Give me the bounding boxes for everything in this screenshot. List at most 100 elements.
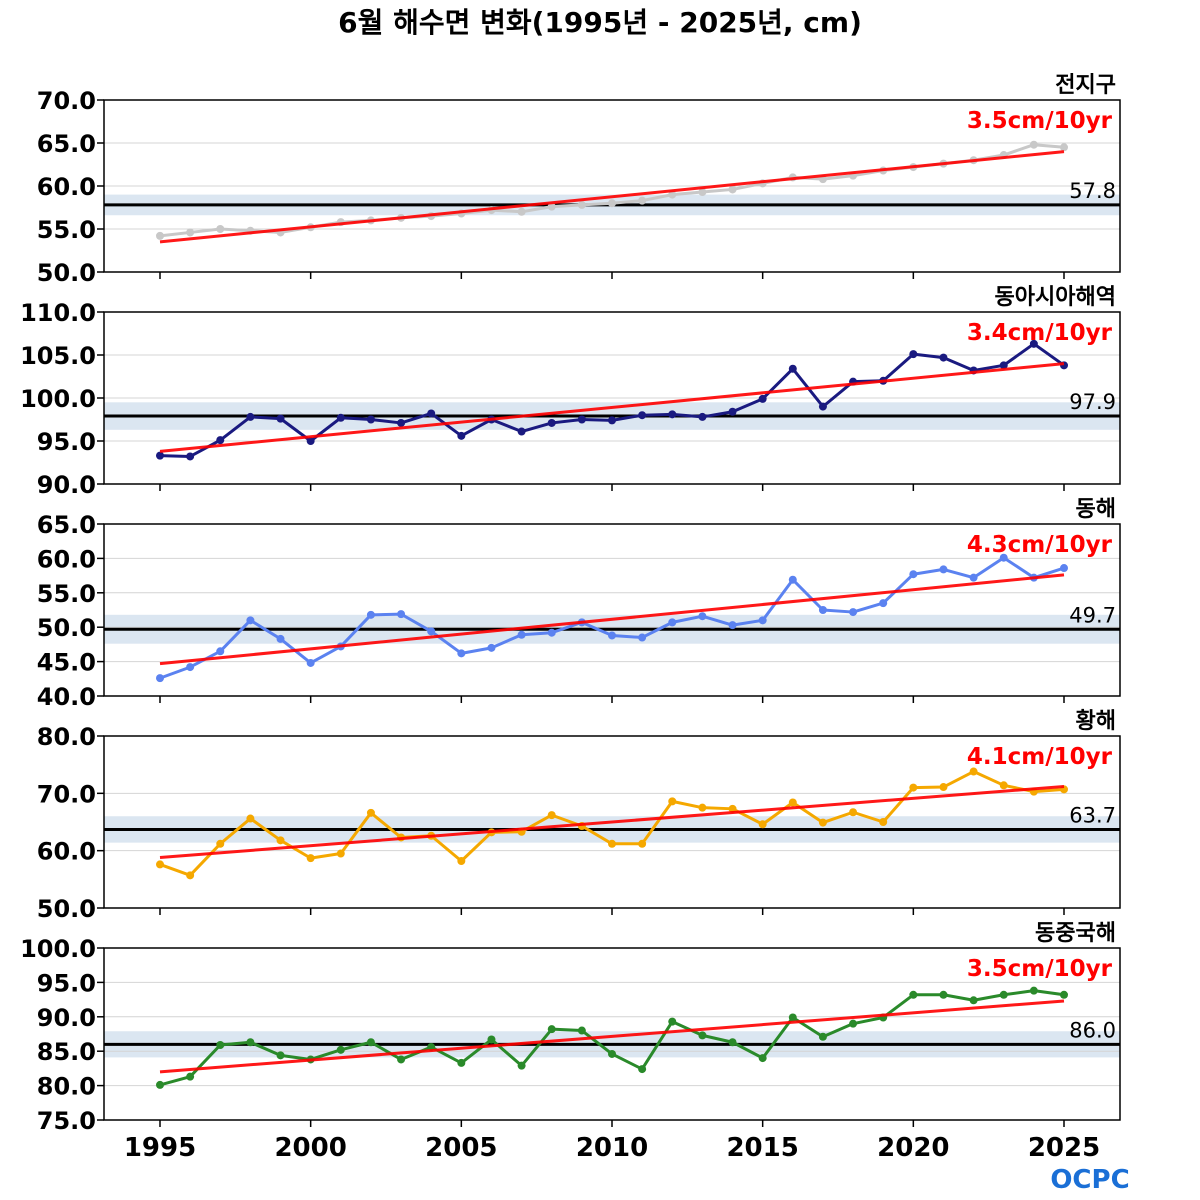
data-point bbox=[517, 1061, 526, 1070]
x-tick-label: 2010 bbox=[576, 1133, 648, 1163]
data-point bbox=[427, 409, 436, 418]
data-point bbox=[216, 1041, 225, 1050]
data-point bbox=[608, 199, 616, 208]
data-point bbox=[547, 1025, 556, 1034]
y-tick-label: 100.0 bbox=[20, 935, 96, 963]
data-point bbox=[668, 797, 677, 806]
data-point bbox=[728, 804, 737, 813]
region-label: 전지구 bbox=[1055, 73, 1116, 98]
data-point bbox=[1029, 140, 1038, 149]
data-point bbox=[758, 616, 767, 625]
data-point bbox=[999, 990, 1008, 999]
trend-rate-label: 3.5cm/10yr bbox=[967, 108, 1113, 134]
data-point bbox=[276, 1051, 285, 1060]
data-point bbox=[758, 394, 767, 403]
data-point bbox=[246, 814, 255, 823]
data-point bbox=[186, 663, 195, 672]
y-tick-label: 60.0 bbox=[37, 838, 96, 866]
data-point bbox=[366, 1038, 375, 1047]
mean-value-label: 49.7 bbox=[1069, 603, 1116, 627]
y-tick-label: 80.0 bbox=[37, 1073, 96, 1101]
data-point bbox=[1029, 986, 1038, 995]
data-point bbox=[608, 839, 616, 848]
data-point bbox=[216, 839, 225, 848]
y-tick-label: 50.0 bbox=[37, 614, 96, 642]
y-tick-label: 90.0 bbox=[37, 471, 96, 499]
data-point bbox=[397, 1055, 406, 1064]
data-point bbox=[788, 798, 797, 807]
data-point bbox=[849, 808, 858, 817]
data-point bbox=[366, 808, 375, 817]
data-point bbox=[849, 1019, 858, 1028]
data-point bbox=[156, 674, 164, 683]
data-point bbox=[1029, 339, 1038, 348]
data-point bbox=[698, 412, 707, 421]
data-point bbox=[487, 1035, 496, 1044]
data-point bbox=[397, 418, 406, 427]
y-tick-label: 100.0 bbox=[20, 385, 96, 413]
data-point bbox=[276, 414, 285, 423]
y-tick-label: 110.0 bbox=[20, 299, 96, 327]
data-point bbox=[457, 649, 466, 658]
y-tick-label: 95.0 bbox=[37, 969, 96, 997]
data-point bbox=[818, 818, 827, 827]
data-point bbox=[668, 1017, 677, 1026]
data-point bbox=[1060, 990, 1068, 999]
mean-value-label: 97.9 bbox=[1069, 390, 1116, 414]
y-tick-label: 70.0 bbox=[37, 87, 96, 115]
y-tick-label: 80.0 bbox=[37, 723, 96, 751]
data-point bbox=[668, 618, 677, 627]
data-point bbox=[246, 616, 255, 625]
data-point bbox=[547, 628, 556, 637]
data-point bbox=[156, 451, 164, 460]
x-tick-label: 2025 bbox=[1028, 1133, 1100, 1163]
data-point bbox=[276, 634, 285, 643]
data-point bbox=[156, 860, 164, 869]
y-tick-label: 45.0 bbox=[37, 649, 96, 677]
data-point bbox=[306, 658, 315, 667]
x-tick-label: 2000 bbox=[274, 1133, 346, 1163]
trend-rate-label: 4.1cm/10yr bbox=[967, 744, 1113, 770]
data-point bbox=[186, 228, 195, 237]
data-point bbox=[638, 196, 647, 205]
chart-title: 6월 해수면 변화(1995년 - 2025년, cm) bbox=[338, 6, 862, 39]
data-point bbox=[999, 361, 1008, 370]
data-point bbox=[758, 1054, 767, 1063]
data-point bbox=[728, 1038, 737, 1047]
data-point bbox=[608, 631, 616, 640]
data-point bbox=[457, 1058, 466, 1067]
trend-line bbox=[159, 784, 1065, 860]
data-point bbox=[186, 1072, 195, 1081]
data-point bbox=[818, 402, 827, 411]
data-point bbox=[638, 839, 647, 848]
trend-rate-label: 3.4cm/10yr bbox=[967, 320, 1113, 346]
data-point bbox=[156, 1080, 164, 1089]
region-label: 황해 bbox=[1076, 709, 1116, 734]
data-point bbox=[517, 427, 526, 436]
y-tick-label: 50.0 bbox=[37, 895, 96, 923]
data-point bbox=[849, 608, 858, 617]
data-point bbox=[728, 407, 737, 416]
data-point bbox=[939, 783, 948, 792]
data-point bbox=[608, 416, 616, 425]
data-point bbox=[939, 990, 948, 999]
panels: 50.0 55.0 60.0 65.0 70.0 전지구 3.5cm/10yr 57.8 90.… bbox=[20, 73, 1121, 1135]
data-point bbox=[276, 836, 285, 845]
data-point bbox=[577, 415, 586, 424]
trend-line bbox=[159, 999, 1065, 1074]
data-point bbox=[698, 803, 707, 812]
trend-rate-label: 4.3cm/10yr bbox=[967, 532, 1113, 558]
y-tick-label: 65.0 bbox=[37, 130, 96, 158]
data-point bbox=[336, 849, 345, 858]
data-point bbox=[999, 781, 1008, 790]
data-point bbox=[818, 606, 827, 614]
data-point bbox=[668, 190, 677, 199]
data-point bbox=[547, 202, 556, 211]
data-point bbox=[939, 353, 948, 362]
data-point bbox=[336, 413, 345, 422]
data-point bbox=[969, 767, 978, 776]
y-tick-label: 105.0 bbox=[20, 342, 96, 370]
data-point bbox=[909, 570, 918, 579]
data-point bbox=[427, 627, 436, 636]
